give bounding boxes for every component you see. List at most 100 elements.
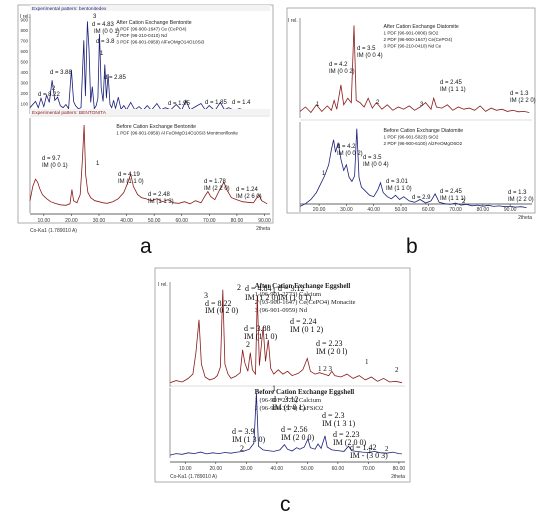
peak-label-c-top-18: 2 — [395, 366, 399, 374]
x-tick-label-c-7: 80.00 — [393, 466, 406, 472]
peak-label-c-bot-7: IM (2 0 0) — [281, 433, 314, 442]
legend-entry-c-top-1: 2 (93-900-1647) Ce(CePO4) Monacite — [255, 299, 356, 306]
peak-label-c-bot-11: IM (2 0 0) — [333, 438, 366, 447]
y-axis-label-a-top: I rel. — [20, 14, 30, 20]
x-tick-label-c-2: 30.00 — [240, 466, 253, 472]
y-tick-label-a-top-4: 500 — [20, 59, 28, 64]
peak-label-b-top-0: d = 4.2 — [329, 62, 348, 68]
x-axis-label-a: 2theta — [256, 226, 270, 232]
peak-label-c-bot-4: IM (1 3 0) — [232, 435, 265, 444]
series-line-b-bot — [299, 128, 527, 208]
peak-label-a-bot-1: IM (0 0 1) — [42, 163, 68, 169]
y-tick-label-a-top-7: 800 — [20, 28, 28, 33]
peak-label-c-top-16: 1 2 3 — [318, 365, 333, 373]
peak-label-a-top-8: d = 1.4 — [232, 100, 251, 106]
legend-entry-b-top-0: 1 PDF (96-901-0006) SiO2 — [384, 31, 439, 36]
peak-label-b-bot-8: IM (1 1 1) — [440, 196, 466, 202]
peak-label-c-bot-6: d = 2.56 — [281, 425, 308, 434]
peak-label-c-bot-0: 1 — [272, 384, 276, 393]
peak-label-b-bot-11: 1 — [322, 171, 326, 177]
x-axis-label-b: 2theta — [518, 215, 532, 221]
x-tick-label-a-7: 80.00 — [231, 218, 244, 224]
peak-label-b-bot-9: d = 1.3 — [508, 190, 527, 196]
peak-label-c-bot-3: d = 3.9 — [232, 427, 255, 436]
peak-label-c-top-3: 2 — [237, 283, 241, 292]
peak-label-b-bot-6: d = 2.9 — [412, 195, 431, 201]
peak-label-b-top-1: IM (0 0 2) — [329, 69, 355, 75]
x-axis-left-label-c: Co-Ka1 (1.789010 A) — [170, 474, 217, 480]
peak-label-c-top-7: d = 3.12 — [278, 284, 305, 293]
header-bar-a-bot — [30, 109, 270, 115]
peak-label-b-bot-4: d = 3.01 — [386, 179, 409, 185]
y-axis-label-b-top: I rel. — [288, 18, 298, 24]
peak-label-a-top-7: d = 1.85 — [205, 100, 228, 106]
peak-label-c-bot-13: IM - (3 0 3) — [350, 451, 388, 460]
x-tick-label-b-3: 50.00 — [395, 207, 408, 213]
peak-label-a-bot-3: IM (1 1 0) — [118, 179, 144, 185]
x-axis-left-label-a: Co-Ka1 (1.789010 A) — [30, 228, 77, 234]
peak-label-a-bot-2: d = 4.19 — [118, 172, 141, 178]
x-tick-label-a-5: 60.00 — [175, 218, 188, 224]
x-tick-label-a-6: 70.00 — [203, 218, 216, 224]
peak-label-c-bot-15: 2 — [385, 445, 389, 453]
peak-label-a-bot-4: d = 2.48 — [148, 192, 171, 198]
x-tick-label-a-0: 10.00 — [38, 218, 51, 224]
peak-label-b-top-6: d = 1.3 — [510, 91, 529, 97]
x-tick-label-b-2: 40.00 — [367, 207, 380, 213]
legend-entry-a-top-0: 1 PDF (96-900-1647) Ce (CePO4) — [116, 27, 186, 32]
peak-label-c-bot-2: IM (1 0 1) — [272, 403, 305, 412]
peak-label-a-top-2: d = 3.8 — [96, 39, 115, 45]
x-tick-label-c-4: 50.00 — [301, 466, 314, 472]
peak-label-c-top-13: IM (0 1 2) — [290, 325, 323, 334]
y-tick-label-a-top-6: 700 — [20, 38, 28, 43]
legend-entry-b-top-2: 3 PDF (96-210-0410) Nd Ce — [384, 44, 442, 49]
x-tick-label-a-1: 20.00 — [65, 218, 78, 224]
peak-label-b-top-10: 3 — [420, 102, 424, 108]
peak-label-c-top-17: 1 — [365, 358, 369, 366]
header-a-bot: Experimental pattern: BENTONITA — [32, 110, 107, 116]
peak-label-b-bot-2: d = 3.5 — [363, 155, 382, 161]
peak-label-c-bot-8: d = 2.3 — [322, 411, 345, 420]
peak-label-c-top-12: d = 2.24 — [290, 317, 317, 326]
series-line-a-bot — [29, 124, 268, 206]
peak-label-b-bot-3: IM (0 0 4) — [363, 162, 389, 168]
x-tick-label-b-5: 70.00 — [449, 207, 462, 213]
x-tick-label-c-1: 20.00 — [210, 466, 223, 472]
peak-label-c-bot-14: 1 — [368, 447, 372, 455]
peak-label-b-top-9: 2 — [376, 100, 380, 106]
peak-label-a-top-9: 3 — [93, 14, 97, 20]
peak-label-b-bot-7: d = 2.45 — [440, 189, 463, 195]
legend-entry-a-bot-0: 1 PDF (96-901-0959) Al FeOMgO14O10Si3 Mo… — [116, 131, 238, 136]
peak-label-c-top-9: d = 3.88 — [244, 324, 271, 333]
series-line-c-top — [169, 289, 402, 384]
y-tick-label-a-top-5: 600 — [20, 49, 28, 54]
legend-entry-b-bot-0: 1 PDF (96-901-5023) SiO2 — [384, 135, 439, 140]
x-tick-label-b-6: 80.00 — [477, 207, 490, 213]
peak-label-c-bot-5: 2 — [240, 444, 244, 453]
x-tick-label-b-7: 90.00 — [504, 207, 517, 213]
series-title-c-top: After Cation Exchange Eggshell — [255, 282, 351, 290]
y-tick-label-a-top-3: 400 — [20, 70, 28, 75]
legend-entry-c-bot-1: 2 (96-900-3574) CaFSiO2 — [255, 405, 324, 412]
x-tick-label-b-0: 20.00 — [313, 207, 326, 213]
panel-label-c: c — [280, 493, 291, 516]
peak-label-a-bot-9: IM (2 6 0) — [236, 194, 262, 200]
x-tick-label-a-4: 50.00 — [148, 218, 161, 224]
y-tick-label-a-top-2: 300 — [20, 80, 28, 85]
x-tick-label-b-4: 60.00 — [422, 207, 435, 213]
peak-label-a-bot-10: 1 — [96, 161, 100, 167]
peak-label-a-bot-0: d = 9.7 — [42, 156, 61, 162]
panel-label-a: a — [140, 235, 152, 258]
peak-label-b-bot-0: d = 4.2 — [337, 144, 356, 150]
series-title-c-bot: Before Cation Exchange Eggshell — [255, 388, 355, 396]
peak-label-a-bot-8: d = 1.24 — [236, 187, 259, 193]
peak-label-b-top-3: IM (0 0 4) — [357, 53, 383, 59]
header-bar-a-top — [30, 5, 270, 11]
y-tick-label-a-top-0: 100 — [20, 101, 28, 106]
peak-label-c-top-0: 3 — [204, 291, 208, 300]
peak-label-a-top-10: 1 — [100, 51, 104, 57]
peak-label-a-top-1: IM (0 0 1) — [94, 29, 120, 35]
peak-label-c-top-10: IM (1 1 0) — [244, 332, 277, 341]
series-title-a-bot: Before Cation Exchange Bentonite — [116, 124, 196, 130]
